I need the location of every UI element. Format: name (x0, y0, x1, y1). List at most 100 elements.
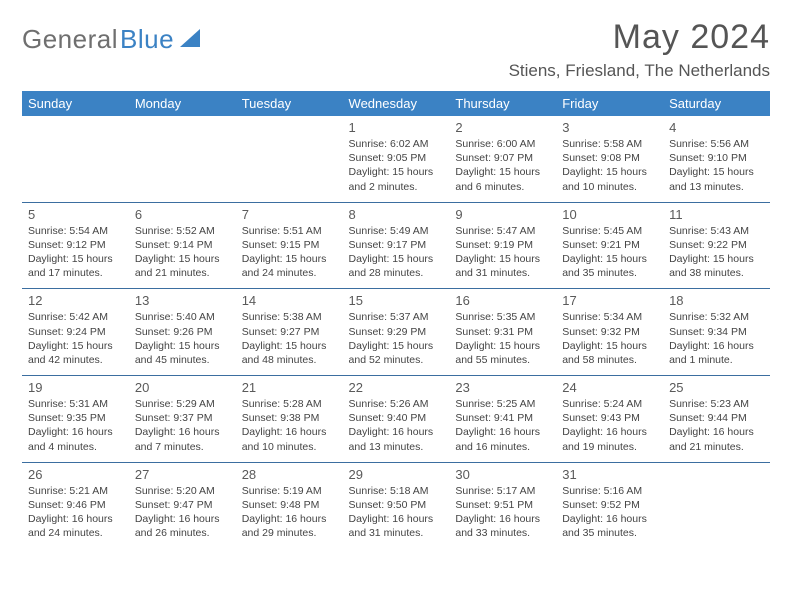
calendar-day-blank (236, 116, 343, 202)
header-row: General Blue May 2024 Stiens, Friesland,… (22, 18, 770, 81)
calendar-day: 27Sunrise: 5:20 AMSunset: 9:47 PMDayligh… (129, 462, 236, 548)
day-info: Sunrise: 5:31 AMSunset: 9:35 PMDaylight:… (28, 397, 123, 454)
day-number: 23 (455, 380, 550, 395)
day-number: 27 (135, 467, 230, 482)
day-number: 21 (242, 380, 337, 395)
day-info: Sunrise: 5:47 AMSunset: 9:19 PMDaylight:… (455, 224, 550, 281)
day-info: Sunrise: 5:28 AMSunset: 9:38 PMDaylight:… (242, 397, 337, 454)
calendar-day: 23 Sunrise: 5:25 AMSunset: 9:41 PMDayligh… (449, 376, 556, 463)
day-info: Sunrise: 5:32 AMSunset: 9:34 PMDaylight:… (669, 310, 764, 367)
calendar-week: 1 Sunrise: 6:02 AMSunset: 9:05 PMDaylight… (22, 116, 770, 202)
day-header: Sunday (22, 91, 129, 116)
day-info: Sunrise: 6:00 AMSunset: 9:07 PMDaylight:… (455, 137, 550, 194)
day-info: Sunrise: 6:02 AMSunset: 9:05 PMDaylight:… (349, 137, 444, 194)
day-info: Sunrise: 5:16 AMSunset: 9:52 PMDaylight:… (562, 484, 657, 541)
day-number: 18 (669, 293, 764, 308)
day-number: 22 (349, 380, 444, 395)
logo-sail-icon (178, 27, 202, 54)
day-number: 4 (669, 120, 764, 135)
day-number: 8 (349, 207, 444, 222)
day-info: Sunrise: 5:34 AMSunset: 9:32 PMDaylight:… (562, 310, 657, 367)
day-header: Wednesday (343, 91, 450, 116)
logo-text-general: General (22, 24, 118, 55)
day-number: 25 (669, 380, 764, 395)
calendar-day: 7 Sunrise: 5:51 AMSunset: 9:15 PMDaylight… (236, 202, 343, 289)
day-header: Saturday (663, 91, 770, 116)
month-title: May 2024 (509, 18, 770, 57)
day-number: 15 (349, 293, 444, 308)
calendar-day: 2Sunrise: 6:00 AMSunset: 9:07 PMDaylight… (449, 116, 556, 202)
calendar-day-blank (129, 116, 236, 202)
day-number: 17 (562, 293, 657, 308)
calendar-day: 16 Sunrise: 5:35 AMSunset: 9:31 PMDayligh… (449, 289, 556, 376)
day-number: 29 (349, 467, 444, 482)
calendar-day: 3 Sunrise: 5:58 AMSunset: 9:08 PMDaylight… (556, 116, 663, 202)
day-info: Sunrise: 5:58 AMSunset: 9:08 PMDaylight:… (562, 137, 657, 194)
calendar-table: SundayMondayTuesdayWednesdayThursdayFrid… (22, 91, 770, 548)
calendar-day: 24Sunrise: 5:24 AMSunset: 9:43 PMDayligh… (556, 376, 663, 463)
calendar-day: 12Sunrise: 5:42 AMSunset: 9:24 PMDayligh… (22, 289, 129, 376)
day-number: 19 (28, 380, 123, 395)
day-number: 28 (242, 467, 337, 482)
day-info: Sunrise: 5:40 AMSunset: 9:26 PMDaylight:… (135, 310, 230, 367)
calendar-day: 15Sunrise: 5:37 AMSunset: 9:29 PMDayligh… (343, 289, 450, 376)
calendar-day-blank (22, 116, 129, 202)
day-number: 7 (242, 207, 337, 222)
day-number: 5 (28, 207, 123, 222)
day-info: Sunrise: 5:49 AMSunset: 9:17 PMDaylight:… (349, 224, 444, 281)
calendar-week: 26Sunrise: 5:21 AMSunset: 9:46 PMDayligh… (22, 462, 770, 548)
logo-text-blue: Blue (120, 24, 174, 55)
day-number: 1 (349, 120, 444, 135)
day-info: Sunrise: 5:42 AMSunset: 9:24 PMDaylight:… (28, 310, 123, 367)
calendar-day: 19 Sunrise: 5:31 AMSunset: 9:35 PMDayligh… (22, 376, 129, 463)
day-number: 13 (135, 293, 230, 308)
day-info: Sunrise: 5:25 AMSunset: 9:41 PMDaylight:… (455, 397, 550, 454)
day-info: Sunrise: 5:17 AMSunset: 9:51 PMDaylight:… (455, 484, 550, 541)
day-number: 26 (28, 467, 123, 482)
calendar-day: 30 Sunrise: 5:17 AMSunset: 9:51 PMDayligh… (449, 462, 556, 548)
calendar-week: 5 Sunrise: 5:54 AMSunset: 9:12 PMDaylight… (22, 202, 770, 289)
calendar-day: 17 Sunrise: 5:34 AMSunset: 9:32 PMDayligh… (556, 289, 663, 376)
calendar-day: 28 Sunrise: 5:19 AMSunset: 9:48 PMDayligh… (236, 462, 343, 548)
calendar-day: 31Sunrise: 5:16 AMSunset: 9:52 PMDayligh… (556, 462, 663, 548)
day-info: Sunrise: 5:43 AMSunset: 9:22 PMDaylight:… (669, 224, 764, 281)
calendar-day: 22 Sunrise: 5:26 AMSunset: 9:40 PMDayligh… (343, 376, 450, 463)
day-header: Monday (129, 91, 236, 116)
calendar-day: 11 Sunrise: 5:43 AMSunset: 9:22 PMDayligh… (663, 202, 770, 289)
calendar-day: 14Sunrise: 5:38 AMSunset: 9:27 PMDayligh… (236, 289, 343, 376)
calendar-day: 6 Sunrise: 5:52 AMSunset: 9:14 PMDaylight… (129, 202, 236, 289)
day-info: Sunrise: 5:19 AMSunset: 9:48 PMDaylight:… (242, 484, 337, 541)
calendar-day: 25 Sunrise: 5:23 AMSunset: 9:44 PMDayligh… (663, 376, 770, 463)
day-number: 3 (562, 120, 657, 135)
day-info: Sunrise: 5:23 AMSunset: 9:44 PMDaylight:… (669, 397, 764, 454)
calendar-day: 26Sunrise: 5:21 AMSunset: 9:46 PMDayligh… (22, 462, 129, 548)
day-info: Sunrise: 5:54 AMSunset: 9:12 PMDaylight:… (28, 224, 123, 281)
calendar-body: 1 Sunrise: 6:02 AMSunset: 9:05 PMDaylight… (22, 116, 770, 548)
calendar-day: 10 Sunrise: 5:45 AMSunset: 9:21 PMDayligh… (556, 202, 663, 289)
calendar-week: 19 Sunrise: 5:31 AMSunset: 9:35 PMDayligh… (22, 376, 770, 463)
day-info: Sunrise: 5:51 AMSunset: 9:15 PMDaylight:… (242, 224, 337, 281)
day-info: Sunrise: 5:38 AMSunset: 9:27 PMDaylight:… (242, 310, 337, 367)
day-number: 9 (455, 207, 550, 222)
day-number: 6 (135, 207, 230, 222)
calendar-day: 1 Sunrise: 6:02 AMSunset: 9:05 PMDaylight… (343, 116, 450, 202)
calendar-day: 4Sunrise: 5:56 AMSunset: 9:10 PMDaylight… (663, 116, 770, 202)
day-header: Tuesday (236, 91, 343, 116)
logo: General Blue (22, 18, 202, 55)
day-number: 16 (455, 293, 550, 308)
calendar-day-blank (663, 462, 770, 548)
day-info: Sunrise: 5:45 AMSunset: 9:21 PMDaylight:… (562, 224, 657, 281)
day-number: 20 (135, 380, 230, 395)
calendar-day: 5 Sunrise: 5:54 AMSunset: 9:12 PMDaylight… (22, 202, 129, 289)
calendar-day: 20Sunrise: 5:29 AMSunset: 9:37 PMDayligh… (129, 376, 236, 463)
calendar-day: 8 Sunrise: 5:49 AMSunset: 9:17 PMDaylight… (343, 202, 450, 289)
day-info: Sunrise: 5:26 AMSunset: 9:40 PMDaylight:… (349, 397, 444, 454)
day-info: Sunrise: 5:52 AMSunset: 9:14 PMDaylight:… (135, 224, 230, 281)
title-block: May 2024 Stiens, Friesland, The Netherla… (509, 18, 770, 81)
day-number: 10 (562, 207, 657, 222)
calendar-head: SundayMondayTuesdayWednesdayThursdayFrid… (22, 91, 770, 116)
day-info: Sunrise: 5:35 AMSunset: 9:31 PMDaylight:… (455, 310, 550, 367)
day-number: 30 (455, 467, 550, 482)
location-text: Stiens, Friesland, The Netherlands (509, 61, 770, 81)
day-number: 11 (669, 207, 764, 222)
